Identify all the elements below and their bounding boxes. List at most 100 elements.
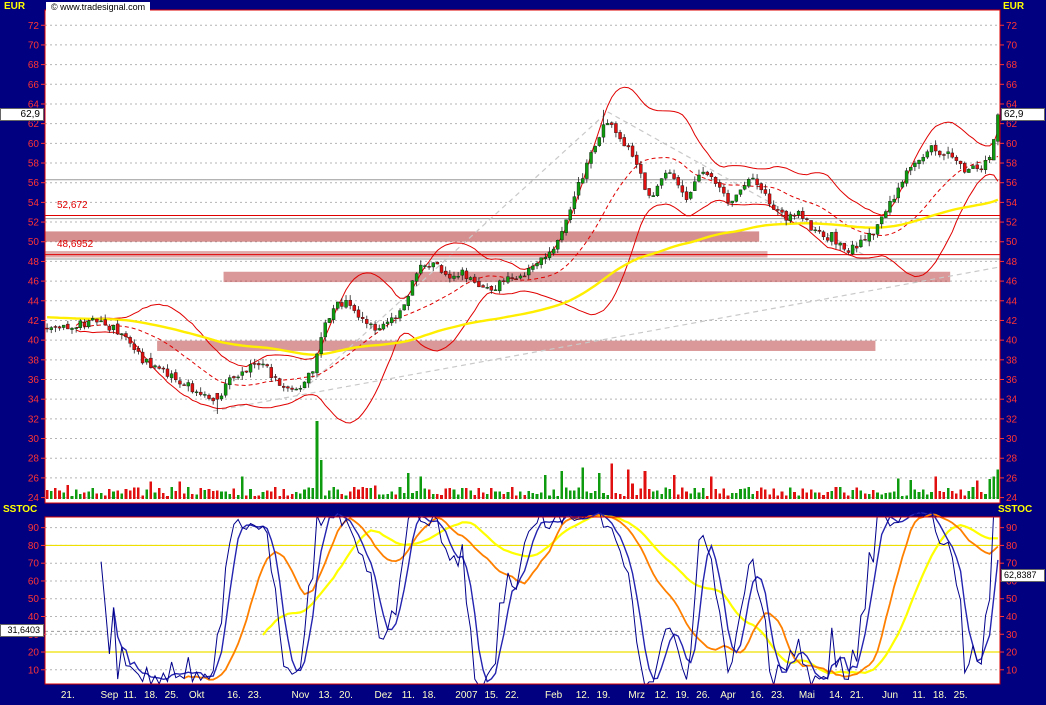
- x-axis-label[interactable]: 21.: [61, 690, 75, 701]
- candle-body: [232, 376, 236, 379]
- candle-body: [277, 378, 282, 386]
- x-axis-label[interactable]: 12.: [576, 690, 590, 701]
- candle-body: [958, 160, 963, 165]
- volume-bar: [278, 496, 281, 499]
- volume-bar: [232, 488, 236, 499]
- sstoc-tick-label-left: 50: [28, 594, 40, 605]
- volume-bar: [751, 494, 755, 499]
- x-axis-label[interactable]: Jun: [882, 690, 898, 701]
- price-tick-label-left: 52: [28, 218, 40, 229]
- candle-body: [78, 320, 82, 328]
- volume-bar: [693, 488, 697, 499]
- x-axis-label[interactable]: 18.: [422, 690, 436, 701]
- x-axis-label[interactable]: 11.: [124, 690, 137, 701]
- x-axis-label[interactable]: 25.: [165, 690, 179, 701]
- x-axis-label[interactable]: 20.: [339, 690, 353, 701]
- volume-bar: [274, 487, 277, 499]
- candle-body: [871, 233, 876, 236]
- x-axis-label[interactable]: 22.: [505, 690, 519, 701]
- volume-bar: [764, 489, 767, 499]
- x-axis-label[interactable]: 25.: [954, 690, 968, 701]
- candle-body: [950, 152, 954, 158]
- x-axis-label[interactable]: 21.: [850, 690, 864, 701]
- volume-bar: [581, 467, 584, 499]
- price-plot-background[interactable]: [45, 10, 1000, 503]
- x-axis-label[interactable]: Mrz: [628, 690, 645, 701]
- volume-bar: [224, 491, 227, 499]
- volume-bar: [340, 494, 344, 499]
- x-axis-label[interactable]: Apr: [720, 690, 736, 701]
- x-axis-label[interactable]: 26.: [696, 690, 710, 701]
- trendline[interactable]: [607, 111, 866, 257]
- candle-body: [884, 211, 888, 218]
- volume-bar: [162, 492, 165, 499]
- candle-body: [896, 187, 900, 199]
- candle-body: [925, 151, 930, 158]
- x-axis-label[interactable]: 13.: [318, 690, 332, 701]
- price-tick-label-left: 24: [28, 493, 40, 504]
- x-axis-label[interactable]: Nov: [292, 690, 310, 701]
- candle-body: [319, 337, 323, 354]
- price-tick-label-right: 34: [1006, 395, 1018, 406]
- x-axis-label[interactable]: 19.: [675, 690, 689, 701]
- volume-bar: [402, 493, 406, 499]
- x-axis-label[interactable]: 23.: [248, 690, 262, 701]
- volume-bar: [805, 492, 809, 499]
- candle-body: [792, 214, 797, 217]
- candle-body: [892, 198, 896, 203]
- candle-body: [169, 373, 174, 379]
- candle-body: [510, 277, 514, 279]
- x-axis-label[interactable]: 15.: [484, 690, 498, 701]
- price-tick-label-right: 54: [1006, 198, 1018, 209]
- x-axis-label[interactable]: 12.: [655, 690, 669, 701]
- candle-body: [115, 323, 120, 335]
- candle-body: [979, 168, 984, 171]
- candle-body: [57, 326, 62, 329]
- volume-bar: [963, 495, 966, 499]
- x-axis-label[interactable]: Dez: [375, 690, 393, 701]
- x-axis-label[interactable]: Sep: [101, 690, 119, 701]
- volume-bar: [714, 488, 717, 499]
- price-tick-label-right: 24: [1006, 493, 1018, 504]
- candle-body: [846, 250, 851, 253]
- volume-bar: [178, 481, 182, 499]
- volume-bar: [419, 476, 423, 499]
- volume-bar: [527, 491, 530, 499]
- x-axis-label[interactable]: 23.: [771, 690, 785, 701]
- volume-bar: [66, 484, 70, 499]
- candle-body: [855, 245, 859, 249]
- candle-body: [801, 211, 805, 219]
- price-tick-label-right: 62: [1006, 119, 1018, 130]
- volume-bar: [984, 493, 987, 499]
- x-axis-label[interactable]: 11.: [402, 690, 415, 701]
- x-axis-label[interactable]: 18.: [144, 690, 158, 701]
- sstoc-tick-label-right: 30: [1006, 630, 1018, 641]
- volume-bar: [664, 487, 668, 499]
- trendline[interactable]: [295, 111, 609, 397]
- x-axis-label[interactable]: Feb: [545, 690, 563, 701]
- x-axis-label[interactable]: Okt: [189, 690, 205, 701]
- x-axis-label[interactable]: 18.: [933, 690, 947, 701]
- candle-body: [560, 231, 564, 241]
- candle-body: [576, 182, 581, 196]
- volume-bar: [872, 490, 875, 499]
- volume-bar: [49, 491, 53, 499]
- volume-bar: [668, 489, 672, 499]
- x-axis-label[interactable]: 16.: [227, 690, 241, 701]
- trendline[interactable]: [213, 266, 999, 412]
- x-axis-label[interactable]: 11.: [912, 690, 925, 701]
- candle-body: [223, 383, 228, 396]
- x-axis-label[interactable]: Mai: [799, 690, 815, 701]
- volume-bar: [120, 493, 124, 499]
- x-axis-label[interactable]: 16.: [750, 690, 764, 701]
- volume-bar: [610, 463, 614, 499]
- candle-body: [464, 270, 469, 279]
- candle-body: [763, 189, 768, 194]
- candle-body: [518, 275, 523, 279]
- x-axis-label[interactable]: 19.: [597, 690, 611, 701]
- volume-bar: [627, 469, 630, 499]
- x-axis-label[interactable]: 14.: [829, 690, 843, 701]
- x-axis-label[interactable]: 2007: [455, 690, 478, 701]
- candle-body: [443, 270, 448, 275]
